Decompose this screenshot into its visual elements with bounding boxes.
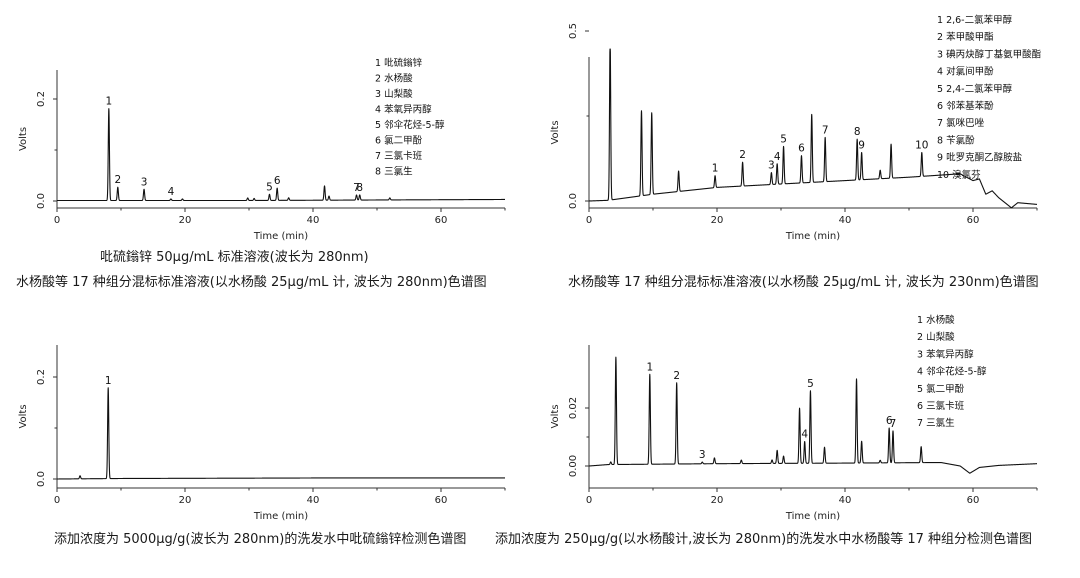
peak-label-2: 2 [739,149,746,161]
peak-label-7: 7 [822,124,829,136]
y-axis-title: Volts [18,404,29,428]
peak-label-5: 5 [780,133,787,145]
legend-entry: 6 邻苯基苯酚 [937,100,994,112]
peak-label-5: 5 [807,378,814,390]
x-tick-label: 20 [179,215,192,226]
chart-panel-4: 0 20 40 60 0.00 0.02 Time (min) Volts 1 2 3 4 5 67 1 水… [550,314,1038,522]
peak-label-3: 3 [141,176,148,188]
caption-zinc-pyrithione-standard: 吡硫鎓锌 50μg/mL 标准溶液(波长为 280nm) [100,250,369,265]
chart-panel-3: 0 20 40 60 0.0 0.2 Time (min) Volts 1 [18,345,506,522]
chromatogram-trace [588,48,1038,209]
legend-entry: 2 水杨酸 [375,73,413,85]
legend-entry: 7 氯咪巴唑 [937,117,985,129]
peak-label-6: 6 [274,175,281,187]
legend-entry: 10 溴氯芬 [937,169,981,181]
peak-label-1: 1 [105,375,112,387]
peak-label-1: 1 [712,163,719,175]
x-axis-title: Time (min) [253,511,308,522]
peak-label-5: 5 [266,181,273,193]
peak-label-2: 2 [673,370,680,382]
peak-label-7: 7 [353,182,360,194]
legend-entry: 3 碘丙炔醇丁基氨甲酸酯 [937,48,1042,60]
caption-shampoo-mixed-components: 添加浓度为 250μg/g(以水杨酸计,波长为 280nm)的洗发水中水杨酸等 … [495,532,1033,547]
x-tick-label: 20 [711,495,724,506]
peak-label-1: 1 [646,361,653,373]
y-tick-label: 0.02 [568,397,579,419]
x-tick-label: 60 [435,215,448,226]
peak-label-10: 10 [915,140,928,152]
y-tick-label: 0.2 [36,369,47,385]
legend-entry: 3 山梨酸 [375,88,413,100]
legend-entry: 9 吡罗克酮乙醇胺盐 [937,152,1023,164]
legend-entry: 4 苯氧异丙醇 [375,104,432,116]
legend-entry: 5 2,4-二氯苯甲醇 [937,83,1013,95]
y-tick-label: 0.0 [36,471,47,487]
x-tick-label: 0 [54,495,60,506]
peak-label-6: 6 [886,415,893,427]
y-tick-label: 0.2 [36,91,47,107]
peak-label-4: 4 [774,151,781,163]
legend-entry: 7 三氯卡班 [375,150,423,162]
legend-entry: 7 三氯生 [917,417,955,429]
y-axis-title: Volts [550,120,561,144]
x-tick-label: 60 [967,495,980,506]
legend-entry: 5 氯二甲酚 [917,383,965,395]
x-axis-title: Time (min) [785,511,840,522]
peak-label-8: 8 [854,126,861,138]
legend-entry: 1 水杨酸 [917,314,955,326]
peak-label-4: 4 [801,429,808,441]
peak-label-1: 1 [105,96,112,108]
x-tick-label: 40 [307,495,320,506]
peak-label-9: 9 [858,140,865,152]
y-axis-title: Volts [18,127,29,151]
x-tick-label: 40 [839,495,852,506]
peak-label-3: 3 [768,160,775,172]
legend-entry: 8 苄氯酚 [937,134,975,146]
x-tick-label: 40 [839,215,852,226]
x-tick-label: 20 [711,215,724,226]
x-tick-label: 0 [54,215,60,226]
x-tick-label: 60 [967,215,980,226]
x-tick-label: 60 [435,495,448,506]
legend-entry: 1 吡硫鎓锌 [375,57,423,69]
y-tick-label: 0.0 [36,193,47,209]
legend-entry: 4 对氯间甲酚 [937,66,994,78]
x-tick-label: 40 [307,215,320,226]
peak-label-7: 7 [890,418,897,430]
x-axis-title: Time (min) [253,231,308,242]
caption-shampoo-zinc-pyrithione: 添加浓度为 5000μg/g(波长为 280nm)的洗发水中吡硫鎓锌检测色谱图 [54,532,467,547]
peak-label-3: 3 [699,449,706,461]
legend-entry: 2 山梨酸 [917,331,955,343]
peak-label-2: 2 [114,174,121,186]
x-tick-label: 0 [586,215,592,226]
x-axis-title: Time (min) [785,231,840,242]
legend-entry: 4 邻伞花烃-5-醇 [917,366,987,378]
peak-label-6: 6 [798,143,805,155]
peak-label-4: 4 [168,186,175,198]
caption-mixed-standard-280nm: 水杨酸等 17 种组分混标标准溶液(以水杨酸 25μg/mL 计, 波长为 28… [16,275,487,290]
y-axis-title: Volts [550,404,561,428]
chromatogram-trace [588,356,1038,474]
legend-entry: 3 苯氧异丙醇 [917,348,974,360]
legend-entry: 6 氯二甲酚 [375,135,423,147]
chromatogram-trace [56,387,506,480]
caption-mixed-standard-230nm: 水杨酸等 17 种组分混标标准溶液(以水杨酸 25μg/mL 计, 波长为 23… [568,275,1039,290]
y-tick-label: 0.0 [568,193,579,209]
x-tick-label: 20 [179,495,192,506]
x-tick-label: 0 [586,495,592,506]
legend-entry: 5 邻伞花烃-5-醇 [375,119,445,131]
legend-entry: 1 2,6-二氯苯甲醇 [937,14,1013,26]
legend-entry: 2 苯甲酸甲酯 [937,31,994,43]
peak-label-8: 8 [356,182,363,194]
legend-entry: 8 三氯生 [375,166,413,178]
y-tick-label: 0.5 [568,23,579,39]
y-tick-label: 0.00 [568,455,579,477]
legend-entry: 6 三氯卡班 [917,400,965,412]
chromatogram-trace [56,108,506,202]
